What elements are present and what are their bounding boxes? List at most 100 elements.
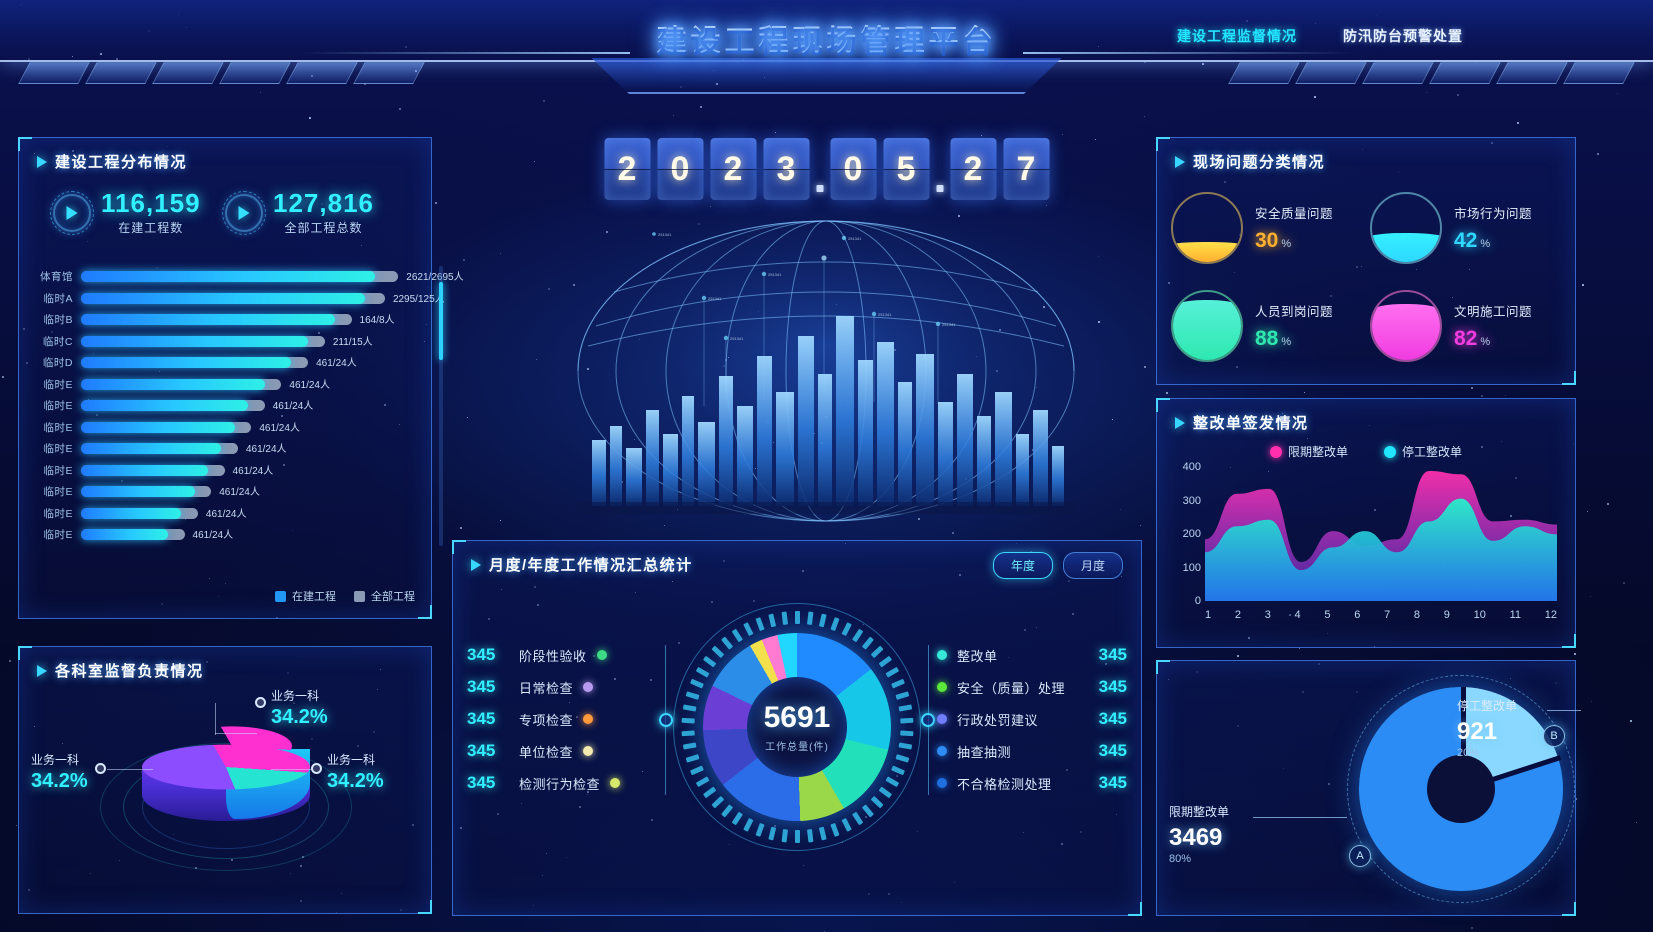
x-tick-label: 4 (1295, 609, 1301, 621)
bar-track: 2295/125人 (81, 293, 415, 304)
donut-hole (1427, 755, 1495, 823)
triangle-icon (1175, 156, 1185, 168)
gauge-fill (1171, 242, 1243, 262)
work-item-value: 345 (467, 741, 509, 761)
svg-text:251341: 251341 (708, 296, 722, 301)
work-list-item[interactable]: 345 检测行为检查 (467, 767, 657, 799)
work-item-label: 阶段性验收 (519, 646, 587, 665)
nav-item-flood-warning[interactable]: 防汛防台预警处置 (1343, 26, 1463, 46)
bar-row: 临时E 461/24人 (37, 460, 415, 482)
work-donut-chart: 5691 工作总量(件) (673, 603, 921, 851)
bar-track: 164/8人 (81, 314, 415, 325)
pie-callout-left: 业务一科 34.2% (31, 751, 88, 793)
callout-node-b: B (1543, 725, 1565, 747)
bar-value (81, 465, 208, 476)
bar-row: 临时E 461/24人 (37, 503, 415, 525)
work-item-value: 345 (1099, 741, 1127, 761)
stat-value: 127,816 (273, 190, 374, 217)
work-list-item[interactable]: 345 阶段性验收 (467, 639, 657, 671)
triangle-icon (37, 665, 47, 677)
bar-chart-scrollbar[interactable] (439, 266, 443, 546)
gauge-fill (1370, 233, 1442, 262)
work-item-label: 不合格检测处理 (957, 774, 1052, 793)
date-digit: 2 (604, 138, 650, 200)
y-tick-label: 200 (1183, 528, 1201, 540)
work-item-dot (583, 746, 593, 756)
work-item-dot (937, 682, 947, 692)
toggle-monthly[interactable]: 月度 (1063, 552, 1123, 579)
bar-label: 461/24人 (206, 505, 247, 520)
bar-value (81, 486, 195, 497)
bar-label: 461/24人 (233, 462, 274, 477)
panel-construction-distribution: 建设工程分布情况 116,159 在建工程数 127,816 全部工程总数 体育… (18, 137, 432, 619)
issue-unit: % (1480, 336, 1490, 348)
panel-title-text: 现场问题分类情况 (1193, 151, 1325, 172)
order-x-axis: 1 2 3 4 5 6 7 8 9 10 11 12 (1205, 609, 1557, 621)
panel-work-summary: 月度/年度工作情况汇总统计 年度 月度 345 阶段性验收 345 日常检查 345 专项… (452, 540, 1142, 916)
globe-city-visual: 251341 251341 251341 251341 251341 25134… (556, 196, 1096, 556)
header-slants-right (1234, 62, 1629, 88)
toggle-yearly[interactable]: 年度 (993, 552, 1053, 579)
pie-callout-name: 业务一科 (31, 751, 88, 768)
panel-title-issues: 现场问题分类情况 (1175, 151, 1325, 172)
donut-center-label: 5691 工作总量(件) (747, 677, 847, 777)
legend-label: 停工整改单 (1402, 443, 1462, 460)
svg-text:251341: 251341 (768, 272, 782, 277)
nav-item-supervision[interactable]: 建设工程监督情况 (1177, 26, 1297, 46)
work-item-label: 检测行为检查 (519, 774, 600, 793)
bar-label: 461/24人 (259, 419, 300, 434)
bar-track: 2621/2695人 (81, 271, 415, 282)
work-item-dot (610, 778, 620, 788)
work-list-item[interactable]: 抽查抽测 345 (937, 735, 1127, 767)
bar-row: 临时E 461/24人 (37, 374, 415, 396)
legend-swatch (354, 591, 365, 602)
callout-value: 921 (1457, 718, 1517, 746)
work-list-item[interactable]: 安全（质量）处理 345 (937, 671, 1127, 703)
issue-item: 安全质量问题 30% (1171, 182, 1364, 274)
legend-item-under-construction: 在建工程 (275, 588, 336, 604)
work-item-dot (583, 682, 593, 692)
svg-text:251341: 251341 (848, 236, 862, 241)
work-item-value: 345 (1099, 773, 1127, 793)
stat-value: 116,159 (101, 190, 201, 217)
svg-text:251341: 251341 (730, 336, 744, 341)
pie-callout-line (215, 703, 216, 735)
issue-name: 安全质量问题 (1255, 203, 1333, 222)
triangle-icon (1175, 417, 1185, 429)
y-tick-label: 0 (1195, 595, 1201, 607)
issue-gauge-grid: 安全质量问题 30% 市场行为问题 42% 人员到岗问题 88% 文明施工问题 82% (1171, 182, 1563, 372)
distribution-legend: 在建工程 全部工程 (275, 588, 415, 604)
bar-track: 461/24人 (81, 508, 415, 519)
distribution-bar-chart: 体育馆 2621/2695人 临时A 2295/125人 临时B 164/8人 临时C 211… (37, 266, 415, 546)
date-digit: 2 (710, 138, 756, 200)
work-list-left: 345 阶段性验收 345 日常检查 345 专项检查 345 单位检查 345 检测行为检查 (467, 639, 657, 799)
header: 建设工程现场管理平台 建设工程监督情况 防汛防台预警处置 (0, 0, 1653, 96)
panel-title-orders: 整改单签发情况 (1175, 412, 1309, 433)
bar-value (81, 293, 365, 304)
bar-value (81, 400, 248, 411)
work-list-item[interactable]: 行政处罚建议 345 (937, 703, 1127, 735)
bar-row: 临时E 461/24人 (37, 438, 415, 460)
triangle-icon (471, 559, 481, 571)
pie-callout-line (271, 769, 313, 770)
date-separator (816, 185, 823, 192)
bar-row: 临时D 461/24人 (37, 352, 415, 374)
x-tick-label: 12 (1545, 609, 1557, 621)
bar-track: 461/24人 (81, 465, 415, 476)
work-list-item[interactable]: 整改单 345 (937, 639, 1127, 671)
work-list-item[interactable]: 345 日常检查 (467, 671, 657, 703)
bar-category: 临时E (37, 506, 81, 521)
issue-value: 30% (1255, 229, 1333, 253)
work-item-dot (597, 650, 607, 660)
bar-value (81, 529, 168, 540)
work-list-item[interactable]: 345 单位检查 (467, 735, 657, 767)
bar-row: 临时B 164/8人 (37, 309, 415, 331)
work-list-item[interactable]: 345 专项检查 (467, 703, 657, 735)
bar-track: 211/15人 (81, 336, 415, 347)
work-list-item[interactable]: 不合格检测处理 345 (937, 767, 1127, 799)
x-tick-label: 7 (1384, 609, 1390, 621)
bar-category: 临时E (37, 441, 81, 456)
x-tick-label: 1 (1205, 609, 1211, 621)
callout-deadline: 限期整改单 3469 80% (1169, 803, 1229, 865)
work-item-dot (937, 650, 947, 660)
